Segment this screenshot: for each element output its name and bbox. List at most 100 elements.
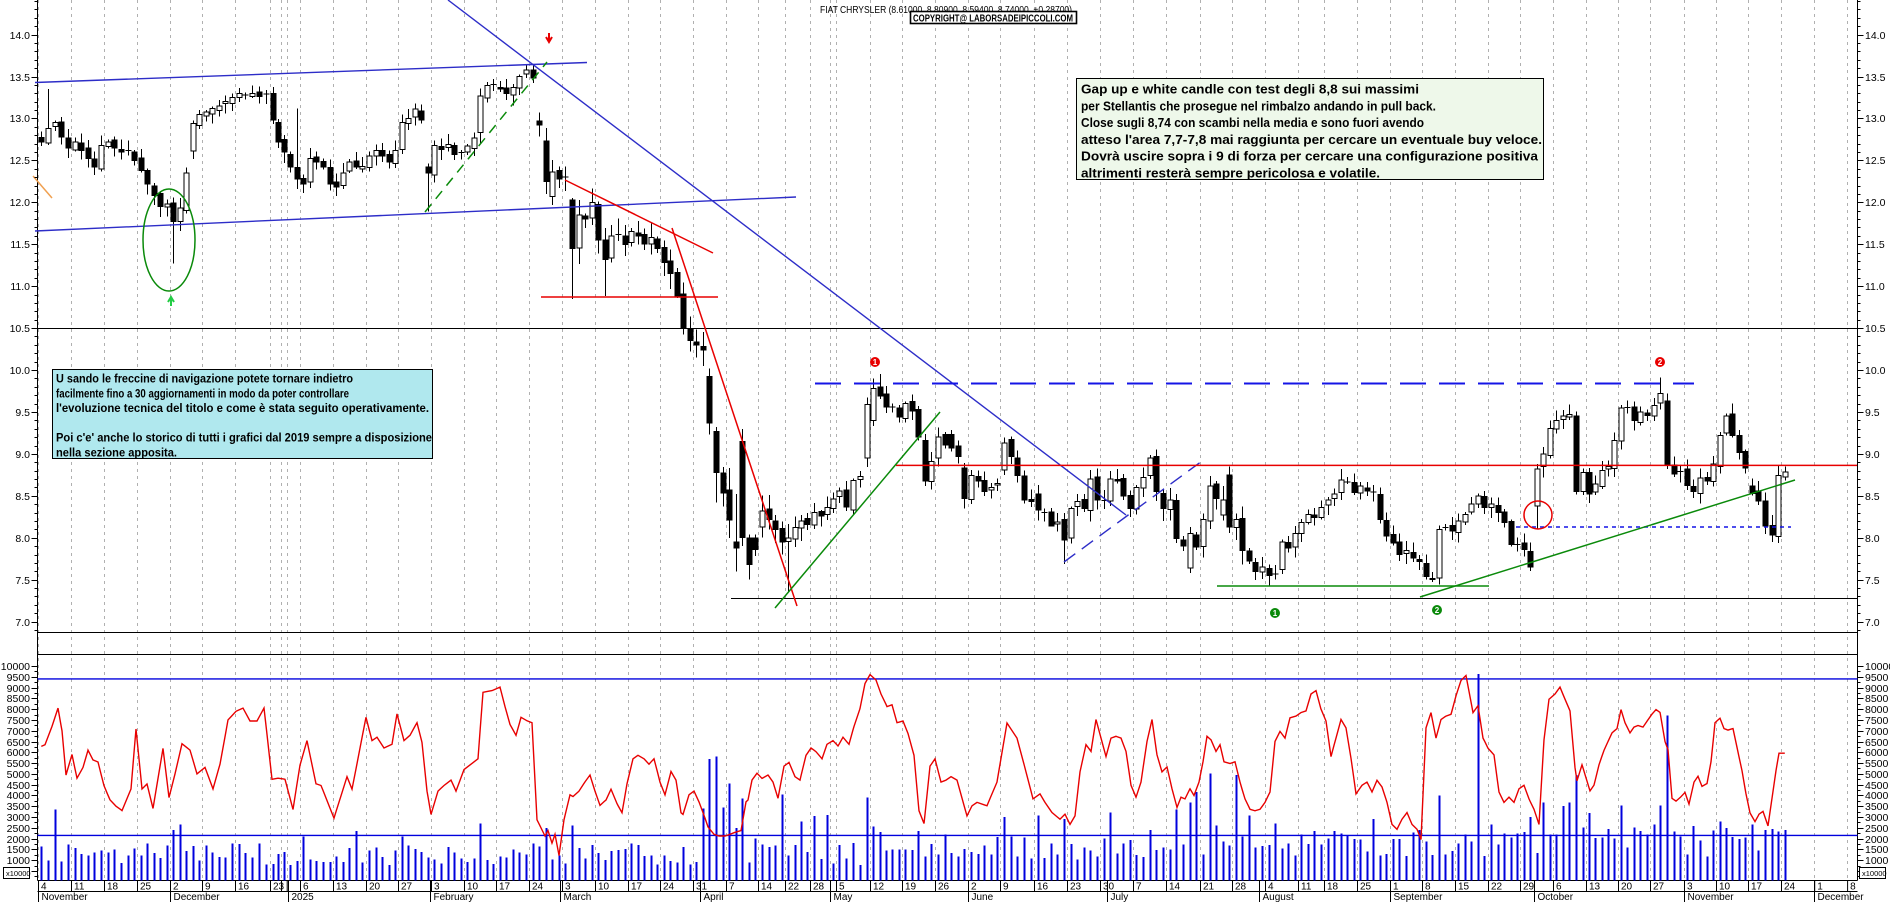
- svg-text:4000: 4000: [7, 790, 31, 802]
- svg-text:9: 9: [205, 882, 211, 893]
- svg-text:11.5: 11.5: [1865, 239, 1885, 251]
- svg-text:1500: 1500: [7, 844, 31, 856]
- svg-text:7: 7: [1136, 882, 1142, 893]
- svg-text:28: 28: [813, 882, 825, 893]
- svg-text:7.0: 7.0: [15, 617, 30, 629]
- svg-text:12.0: 12.0: [10, 197, 31, 209]
- svg-text:6: 6: [1556, 882, 1562, 893]
- svg-text:2500: 2500: [1865, 823, 1889, 835]
- svg-text:8000: 8000: [1865, 704, 1889, 716]
- svg-text:x10000: x10000: [6, 869, 31, 878]
- svg-text:9500: 9500: [1865, 672, 1889, 684]
- svg-text:7500: 7500: [7, 715, 31, 727]
- svg-text:24: 24: [532, 882, 544, 893]
- svg-text:5500: 5500: [7, 758, 31, 770]
- svg-text:June: June: [972, 892, 994, 902]
- svg-text:8500: 8500: [1865, 693, 1889, 705]
- svg-text:U sando le freccine di navigaz: U sando le freccine di navigazione potet…: [56, 372, 353, 386]
- svg-text:10.5: 10.5: [1865, 323, 1886, 335]
- svg-text:5000: 5000: [7, 769, 31, 781]
- svg-text:10.0: 10.0: [10, 365, 31, 377]
- svg-text:26: 26: [938, 882, 950, 893]
- svg-text:6500: 6500: [7, 737, 31, 749]
- svg-text:2000: 2000: [7, 834, 31, 846]
- svg-text:7500: 7500: [1865, 715, 1889, 727]
- svg-text:1000: 1000: [7, 855, 31, 867]
- svg-text:10: 10: [467, 882, 479, 893]
- svg-text:7.5: 7.5: [15, 575, 30, 587]
- svg-text:COPYRIGHT@ LABORSADEIPICCOLI.C: COPYRIGHT@ LABORSADEIPICCOLI.COM: [913, 13, 1073, 25]
- svg-text:27: 27: [401, 882, 413, 893]
- svg-text:13.0: 13.0: [10, 113, 31, 125]
- svg-text:November: November: [1688, 892, 1735, 902]
- svg-text:13: 13: [336, 882, 348, 893]
- svg-text:24: 24: [1784, 882, 1796, 893]
- svg-text:9.5: 9.5: [1865, 407, 1880, 419]
- svg-text:7000: 7000: [7, 726, 31, 738]
- svg-text:12.0: 12.0: [1865, 197, 1886, 209]
- svg-text:6: 6: [303, 882, 309, 893]
- svg-text:3500: 3500: [1865, 801, 1889, 813]
- svg-text:18: 18: [1327, 882, 1339, 893]
- svg-text:4500: 4500: [7, 780, 31, 792]
- svg-text:2: 2: [1435, 606, 1440, 615]
- svg-text:12.5: 12.5: [10, 155, 31, 167]
- svg-text:4500: 4500: [1865, 780, 1889, 792]
- svg-text:10.5: 10.5: [10, 323, 31, 335]
- svg-text:7.5: 7.5: [1865, 575, 1880, 587]
- svg-text:9500: 9500: [7, 672, 31, 684]
- svg-text:3: 3: [565, 882, 571, 893]
- svg-text:8.0: 8.0: [1865, 533, 1880, 545]
- svg-text:10: 10: [1719, 882, 1731, 893]
- svg-text:16: 16: [1037, 882, 1049, 893]
- svg-text:17: 17: [499, 882, 511, 893]
- svg-text:FIAT CHRYSLER (8.61000, 8.8090: FIAT CHRYSLER (8.61000, 8.80900, 8.59400…: [820, 5, 1072, 16]
- svg-text:8: 8: [1425, 882, 1431, 893]
- svg-text:9.5: 9.5: [15, 407, 30, 419]
- svg-text:16: 16: [238, 882, 250, 893]
- svg-text:2: 2: [173, 882, 179, 893]
- svg-text:13.5: 13.5: [1865, 72, 1886, 84]
- svg-text:Poi c'e' anche lo storico di t: Poi c'e' anche lo storico di tutti i gra…: [56, 431, 432, 445]
- svg-text:5000: 5000: [1865, 769, 1889, 781]
- svg-text:3000: 3000: [7, 812, 31, 824]
- svg-text:11.0: 11.0: [1865, 281, 1885, 293]
- svg-text:December: December: [174, 892, 221, 902]
- svg-text:7000: 7000: [1865, 726, 1889, 738]
- svg-text:1000: 1000: [1865, 855, 1889, 867]
- svg-text:7: 7: [729, 882, 735, 893]
- svg-text:3500: 3500: [7, 801, 31, 813]
- svg-text:18: 18: [107, 882, 119, 893]
- svg-text:21: 21: [1203, 882, 1215, 893]
- svg-text:altrimenti resterà sempre peri: altrimenti resterà sempre pericolosa e v…: [1081, 167, 1380, 181]
- svg-text:15: 15: [1458, 882, 1470, 893]
- svg-text:2: 2: [1658, 358, 1663, 367]
- svg-text:19: 19: [905, 882, 917, 893]
- svg-text:22: 22: [788, 882, 800, 893]
- svg-text:per Stellantis che prosegue ne: per Stellantis che prosegue nel rimbalzo…: [1081, 99, 1436, 113]
- svg-text:2025: 2025: [292, 892, 315, 902]
- svg-text:9: 9: [1003, 882, 1009, 893]
- svg-text:5500: 5500: [1865, 758, 1889, 770]
- svg-text:February: February: [434, 892, 474, 902]
- svg-text:4: 4: [1268, 882, 1274, 893]
- svg-text:December: December: [1818, 892, 1865, 902]
- svg-text:4: 4: [41, 882, 47, 893]
- svg-text:l'evoluzione tecnica del titol: l'evoluzione tecnica del titolo e come è…: [56, 401, 429, 415]
- svg-text:7.0: 7.0: [1865, 617, 1880, 629]
- svg-text:14.0: 14.0: [1865, 30, 1886, 42]
- svg-text:13.0: 13.0: [1865, 113, 1886, 125]
- svg-text:9.0: 9.0: [15, 449, 30, 461]
- svg-text:8.0: 8.0: [15, 533, 30, 545]
- svg-text:11.5: 11.5: [10, 239, 30, 251]
- svg-text:30: 30: [1103, 882, 1115, 893]
- svg-text:20: 20: [369, 882, 381, 893]
- svg-text:8.5: 8.5: [1865, 491, 1880, 503]
- svg-text:9.0: 9.0: [1865, 449, 1880, 461]
- svg-text:24: 24: [663, 882, 675, 893]
- svg-text:November: November: [42, 892, 89, 902]
- svg-text:10000: 10000: [1865, 661, 1890, 673]
- svg-text:1: 1: [1393, 882, 1399, 893]
- svg-text:6500: 6500: [1865, 737, 1889, 749]
- svg-text:3: 3: [434, 882, 440, 893]
